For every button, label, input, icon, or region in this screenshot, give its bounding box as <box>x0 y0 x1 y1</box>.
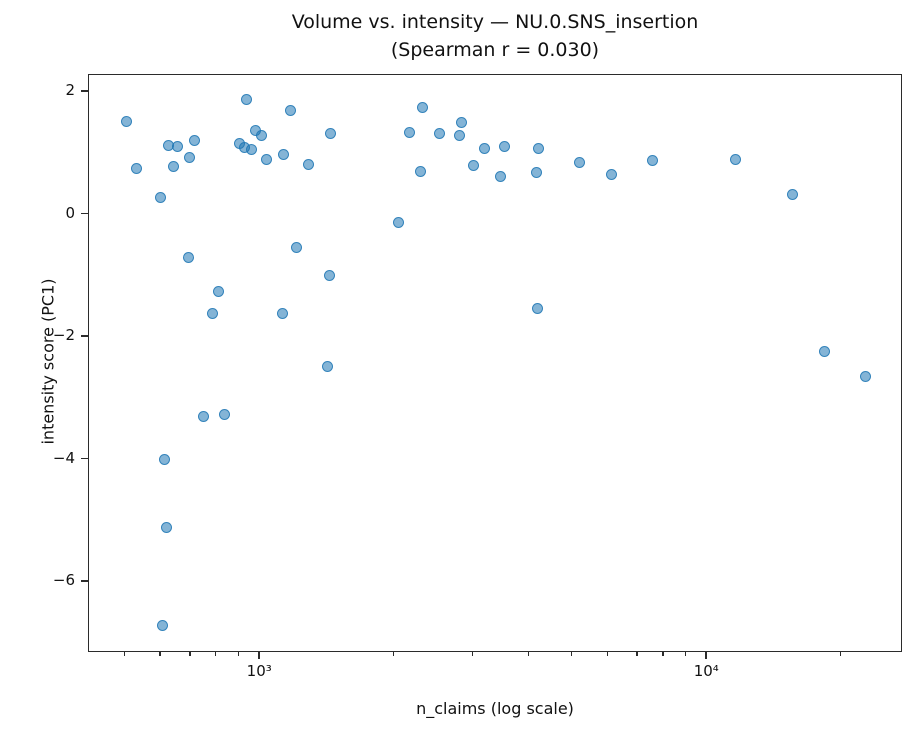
data-point <box>433 127 445 139</box>
x-minor-tick-mark <box>685 652 687 656</box>
x-minor-tick-mark <box>238 652 240 656</box>
x-minor-tick-mark <box>662 652 664 656</box>
y-tick-label: −2 <box>52 326 75 345</box>
data-point <box>530 167 542 179</box>
x-major-tick-mark <box>258 652 261 659</box>
data-point <box>404 126 416 138</box>
data-point <box>819 346 831 358</box>
data-point <box>573 156 585 168</box>
data-point <box>532 143 544 155</box>
data-point <box>213 286 225 298</box>
y-tick-mark <box>81 90 88 92</box>
chart-title-line2: (Spearman r = 0.030) <box>390 39 600 61</box>
data-point <box>786 188 798 200</box>
x-axis-label: n_claims (log scale) <box>416 699 574 718</box>
x-major-tick-mark <box>705 652 708 659</box>
data-point <box>183 251 195 263</box>
data-point <box>455 117 467 129</box>
data-point <box>197 410 209 422</box>
data-point <box>120 115 132 127</box>
data-point <box>255 129 267 141</box>
data-point <box>159 453 171 465</box>
data-point <box>278 149 290 161</box>
x-minor-tick-mark <box>840 652 842 656</box>
y-tick-mark <box>81 457 88 460</box>
data-point <box>605 168 617 180</box>
data-point <box>532 303 544 315</box>
x-minor-tick-mark <box>527 652 529 656</box>
data-point <box>206 307 218 319</box>
y-tick-label: 0 <box>65 203 75 222</box>
x-minor-tick-mark <box>571 652 573 656</box>
data-point <box>479 142 491 154</box>
x-minor-tick-mark <box>159 652 161 656</box>
data-point <box>859 370 871 382</box>
y-tick-label: 2 <box>65 81 75 100</box>
y-tick-label: −4 <box>52 448 75 467</box>
y-tick-label: −6 <box>52 570 75 589</box>
data-point <box>188 134 200 146</box>
data-point <box>285 105 297 117</box>
data-point <box>323 269 335 281</box>
data-point <box>468 159 480 171</box>
x-minor-tick-mark <box>393 652 395 656</box>
data-point <box>499 140 511 152</box>
data-point <box>156 619 168 631</box>
data-point <box>646 154 658 166</box>
data-point <box>219 408 231 420</box>
data-point <box>321 360 333 372</box>
x-tick-label: 10³ <box>246 662 272 680</box>
x-tick-label: 10⁴ <box>693 662 719 680</box>
x-minor-tick-mark <box>124 652 126 656</box>
y-tick-mark <box>81 580 88 582</box>
data-point <box>130 162 142 174</box>
x-minor-tick-mark <box>189 652 191 656</box>
x-minor-tick-mark <box>215 652 217 656</box>
data-point <box>454 129 466 141</box>
x-minor-tick-mark <box>606 652 608 656</box>
data-point <box>167 160 179 172</box>
data-point <box>171 141 183 153</box>
data-point <box>729 154 741 166</box>
data-point <box>416 102 428 114</box>
data-point <box>183 151 195 163</box>
chart-title-line1: Volume vs. intensity — NU.0.SNS_insertio… <box>291 11 699 33</box>
data-point <box>415 166 427 178</box>
data-point <box>155 192 167 204</box>
data-point <box>393 216 405 228</box>
data-point <box>245 143 257 155</box>
x-minor-tick-mark <box>471 652 474 656</box>
y-axis-label: intensity score (PC1) <box>38 278 58 445</box>
data-point <box>240 94 252 106</box>
data-point <box>261 153 273 165</box>
x-minor-tick-mark <box>636 652 638 656</box>
y-tick-mark <box>81 335 88 337</box>
data-point <box>325 127 336 139</box>
data-point <box>160 522 172 534</box>
data-point <box>276 307 288 319</box>
y-tick-mark <box>81 212 88 215</box>
data-point <box>494 170 506 182</box>
data-point <box>303 158 315 170</box>
plot-area <box>88 74 902 652</box>
chart-title: Volume vs. intensity — NU.0.SNS_insertio… <box>88 8 902 64</box>
data-point <box>291 241 303 253</box>
